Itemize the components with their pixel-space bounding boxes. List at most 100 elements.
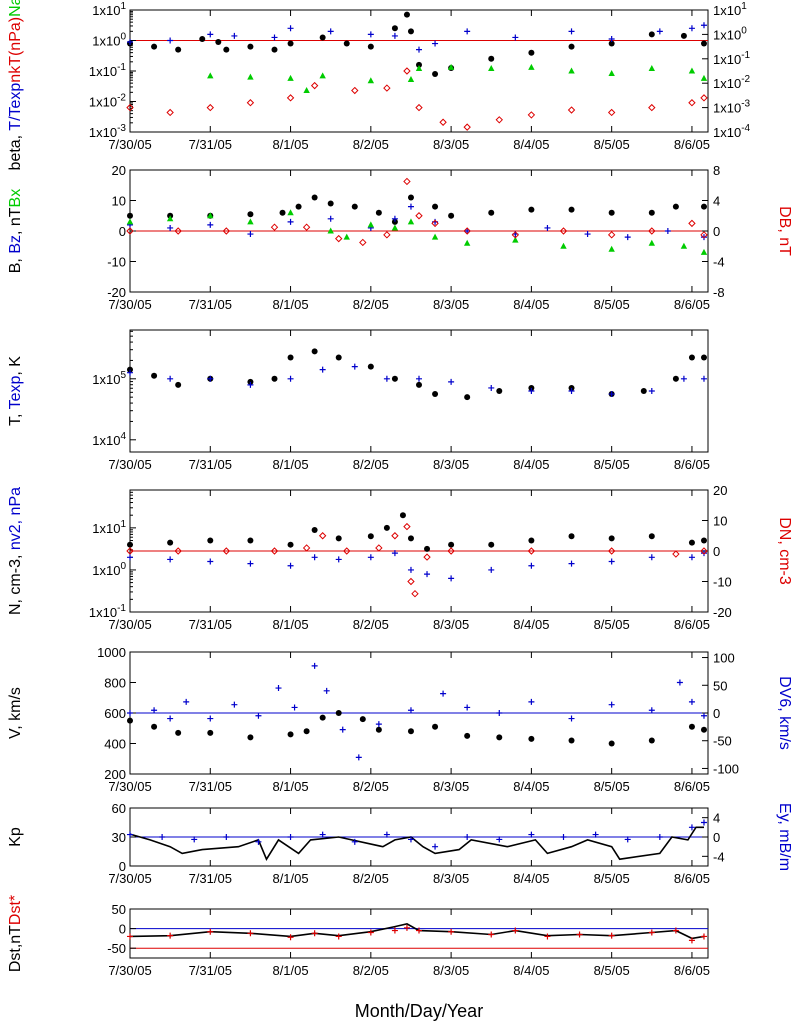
- data-point: [383, 831, 390, 838]
- x-axis-title: Month/Day/Year: [355, 1001, 483, 1021]
- data-point: [391, 375, 398, 382]
- data-point: [432, 843, 439, 850]
- data-point: [343, 547, 351, 555]
- data-point: [391, 532, 399, 540]
- x-tick-label: 8/1/05: [272, 871, 308, 886]
- data-point: [303, 728, 310, 735]
- data-point: [335, 354, 342, 361]
- data-point: [700, 231, 708, 239]
- y2-tick-label: 0: [713, 544, 720, 559]
- y-axis-label: Dst,nTDst*: [7, 895, 24, 972]
- data-point: [247, 211, 254, 218]
- data-point: [319, 366, 326, 373]
- series-n: [127, 512, 707, 552]
- data-point: [375, 721, 382, 728]
- data-point: [222, 227, 231, 235]
- data-point: [311, 930, 318, 937]
- x-tick-label: 7/30/05: [108, 137, 151, 152]
- data-point: [247, 73, 254, 80]
- x-tick-label: 8/4/05: [513, 617, 549, 632]
- data-point: [527, 547, 536, 555]
- data-point: [448, 212, 455, 219]
- data-point: [528, 831, 535, 838]
- data-point: [464, 834, 471, 840]
- data-point: [126, 103, 134, 112]
- data-point: [648, 707, 655, 714]
- data-point: [223, 834, 230, 840]
- y2-tick-label: 8: [713, 163, 720, 178]
- x-tick-label: 8/2/05: [353, 297, 389, 312]
- data-point: [207, 221, 214, 228]
- x-tick-label: 8/6/05: [674, 871, 710, 886]
- x-tick-label: 8/2/05: [353, 871, 389, 886]
- data-point: [415, 65, 423, 72]
- data-point: [327, 28, 334, 35]
- data-point: [311, 554, 318, 561]
- x-tick-label: 8/6/05: [674, 457, 710, 472]
- data-point: [310, 81, 319, 90]
- data-point: [271, 46, 278, 53]
- y-tick-label: 400: [104, 737, 126, 752]
- data-point: [672, 375, 679, 382]
- data-point: [496, 734, 503, 741]
- data-point: [166, 108, 174, 117]
- data-point: [167, 932, 174, 939]
- data-point: [207, 715, 214, 722]
- data-point: [568, 28, 575, 35]
- y-tick-label: 1x100: [92, 561, 126, 578]
- data-point: [464, 228, 471, 234]
- y2-tick-label: -4: [713, 849, 725, 864]
- data-point: [648, 737, 655, 744]
- data-point: [183, 698, 190, 705]
- y-tick-label: 50: [112, 902, 126, 917]
- data-point: [688, 937, 695, 944]
- data-point: [688, 698, 695, 705]
- data-point: [318, 532, 327, 540]
- data-point: [672, 203, 679, 210]
- data-point: [528, 63, 535, 70]
- data-point: [167, 556, 174, 563]
- x-tick-label: 7/30/05: [108, 617, 151, 632]
- data-point: [391, 25, 398, 32]
- y2-tick-label: 4: [713, 194, 720, 209]
- y-tick-label: 1x101: [92, 1, 126, 18]
- y-axis-label: B, Bz, nTBx: [7, 189, 24, 273]
- data-point: [624, 234, 631, 241]
- data-point: [271, 34, 278, 41]
- y-axis-label: beta, T/TexpnkT(nPa)Na/Np: [7, 0, 24, 170]
- data-point: [527, 111, 536, 119]
- panel-p7: 7/30/05 7/31/05 8/1/05 8/2/05 8/3/05 8/4/05 8/…: [7, 895, 710, 978]
- data-point: [464, 28, 471, 35]
- data-point: [207, 537, 214, 544]
- data-point: [496, 836, 503, 843]
- data-point: [407, 535, 414, 542]
- data-point: [275, 685, 282, 692]
- y-tick-label: 800: [104, 676, 126, 691]
- data-point: [700, 94, 708, 102]
- data-point: [607, 231, 616, 239]
- y-axis-label-part: Bz: [7, 235, 24, 254]
- series-dv6: [127, 662, 707, 761]
- data-point: [559, 227, 568, 235]
- data-point: [167, 224, 174, 231]
- data-point: [424, 545, 431, 552]
- data-point: [335, 933, 342, 940]
- y-tick-label: 0: [119, 224, 126, 239]
- data-point: [488, 541, 495, 548]
- data-point: [528, 698, 535, 705]
- data-point: [568, 715, 575, 722]
- data-point: [367, 929, 374, 936]
- data-point: [335, 535, 342, 542]
- data-point: [416, 46, 422, 53]
- data-point: [608, 35, 615, 42]
- data-point: [191, 836, 198, 843]
- y-axis-label-part: beta,: [7, 131, 24, 171]
- data-point: [640, 388, 647, 394]
- y-tick-label: 1x10-1: [89, 603, 127, 620]
- data-point: [608, 701, 615, 708]
- series-na-np: [207, 63, 708, 94]
- y2-tick-label: -10: [713, 575, 732, 590]
- y-axis-label-part: Dst,nT: [7, 925, 24, 972]
- data-point: [287, 40, 294, 47]
- data-point: [151, 707, 158, 714]
